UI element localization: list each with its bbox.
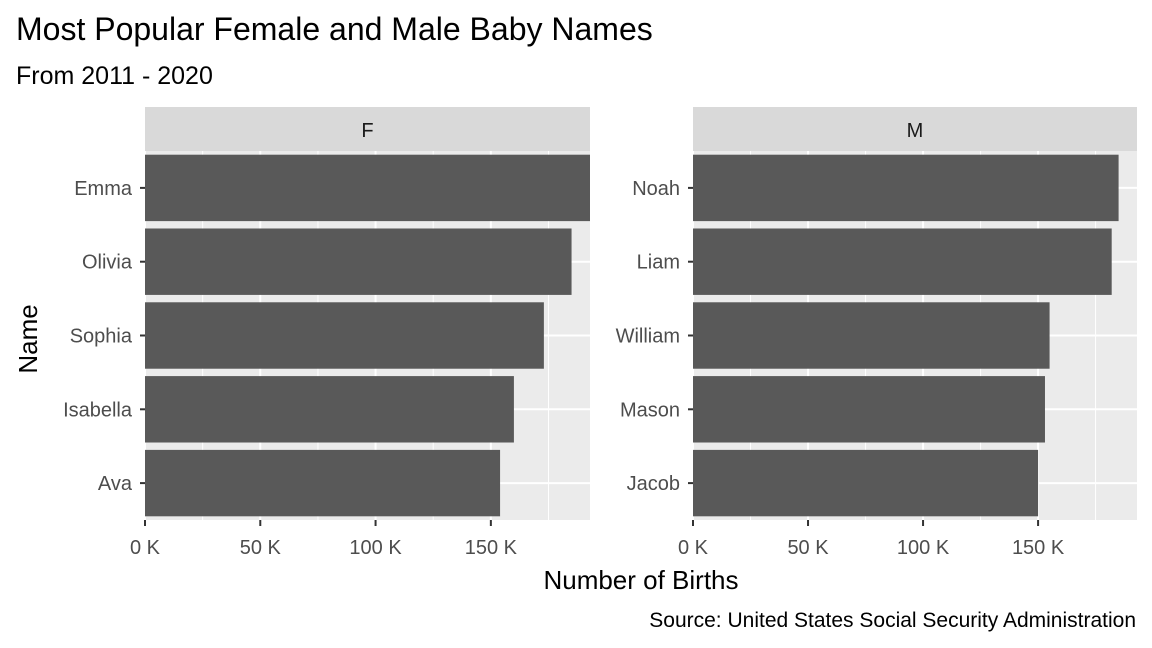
x-tick-label: 150 K [1012,537,1065,559]
bar-f-emma [145,154,590,222]
facet-strip [693,107,1137,151]
x-tick-label: 100 K [897,537,950,559]
bar-m-william [693,302,1050,369]
y-tick-label: Mason [620,399,680,421]
y-axis-title: Name [13,304,43,373]
chart-title: Most Popular Female and Male Baby Names [16,11,653,47]
bar-f-ava [145,449,501,517]
bar-f-isabella [145,376,514,443]
facet-panel-f: F Emma Olivia Sophia Isabella Ava 0 K 50 K 100 K… [63,107,590,559]
facet-strip-label: M [907,120,924,142]
y-tick-label: Sophia [70,326,133,348]
bar-m-jacob [693,449,1039,517]
facet-panel-m: M Noah Liam William Mason Jacob 0 K 50 K 100 K 15… [616,107,1137,559]
bar-m-liam [693,228,1112,295]
y-tick-label: Isabella [63,399,133,421]
x-tick-label: 100 K [349,537,402,559]
bar-m-noah [693,154,1119,222]
y-tick-label: Liam [637,252,680,274]
x-tick-label: 50 K [787,537,829,559]
facet-strip [145,107,590,151]
bar-m-mason [693,376,1045,443]
x-tick-label: 0 K [130,537,161,559]
y-tick-label: Noah [632,178,680,200]
chart-subtitle: From 2011 - 2020 [16,62,213,90]
y-tick-label: Ava [98,473,133,495]
x-tick-label: 0 K [678,537,709,559]
x-tick-label: 50 K [240,537,282,559]
bar-f-olivia [145,228,572,295]
y-tick-label: William [616,326,680,348]
facet-strip-label: F [361,120,373,142]
y-tick-label: Olivia [82,252,133,274]
bar-f-sophia [145,302,544,369]
x-axis-title: Number of Births [543,565,738,595]
x-tick-label: 150 K [465,537,518,559]
y-tick-label: Jacob [627,473,680,495]
chart-caption: Source: United States Social Security Ad… [649,609,1136,632]
y-tick-label: Emma [74,178,133,200]
